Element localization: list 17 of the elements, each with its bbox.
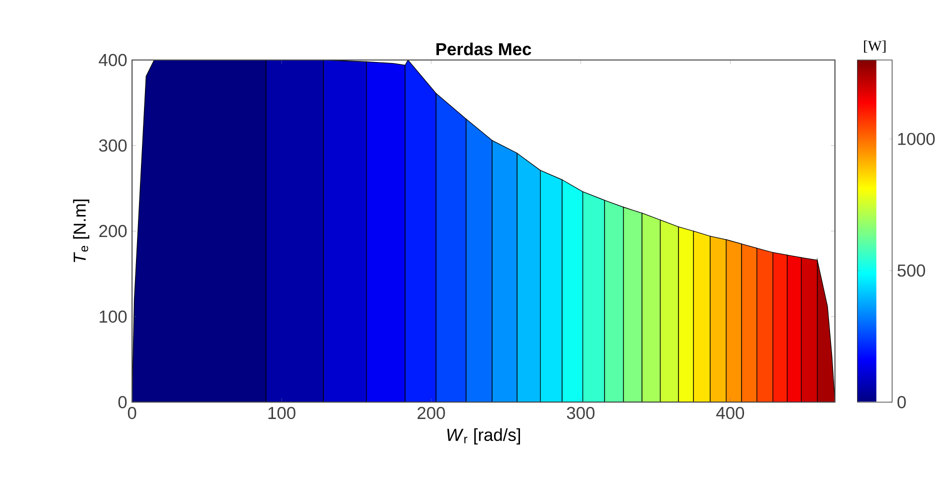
x-axis-title: W$_{r}$ [rad/s] bbox=[447, 428, 520, 445]
color-bar-label: 0 bbox=[898, 396, 906, 408]
chart-title: Perdas Mec bbox=[436, 42, 532, 56]
x-tick-label: 0 bbox=[128, 406, 136, 420]
y-tick-label: 200 bbox=[99, 225, 127, 238]
y-tick-label: 400 bbox=[98, 54, 127, 66]
color-bar-title: [W] bbox=[864, 40, 886, 53]
y-tick-label: 100 bbox=[100, 310, 127, 323]
y-axis-title: T$_{e}$ [N.m] bbox=[73, 200, 90, 262]
color-bar-label: 1000 bbox=[898, 132, 935, 146]
y-tick-label: 300 bbox=[99, 139, 127, 152]
x-tick-label: 100 bbox=[268, 406, 296, 420]
color-bar-label: 500 bbox=[898, 264, 926, 277]
x-tick-label: 200 bbox=[418, 406, 445, 420]
x-tick-label: 300 bbox=[566, 406, 594, 420]
x-tick-label: 400 bbox=[716, 406, 744, 420]
y-tick-label: 0 bbox=[118, 396, 127, 408]
